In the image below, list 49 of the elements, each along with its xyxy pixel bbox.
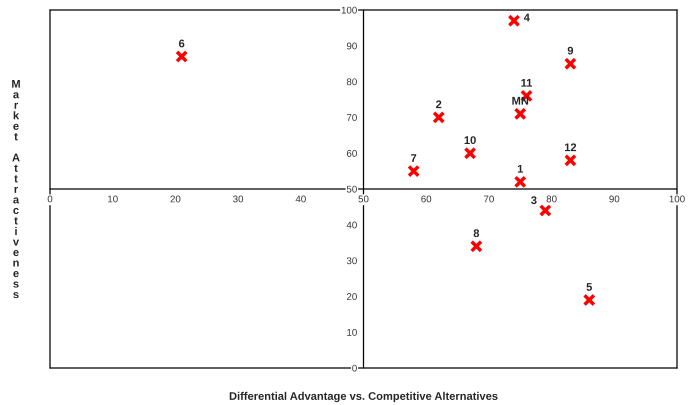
point <box>470 240 483 253</box>
annotation: 8 <box>474 229 480 238</box>
annotation: 10 <box>464 136 476 144</box>
point <box>464 146 476 160</box>
y-tick-label: 50 <box>346 186 357 193</box>
x-tick-label: 70 <box>484 196 494 202</box>
point <box>514 107 527 120</box>
y-tick-label: 60 <box>346 150 357 157</box>
annotation: 11 <box>521 79 532 87</box>
annotation: 5 <box>586 283 592 291</box>
x-tick-label: 10 <box>108 196 118 202</box>
point <box>407 164 420 178</box>
x-tick-label: 90 <box>609 196 620 202</box>
x-tick-label: 0 <box>48 196 52 202</box>
annotation: 1 <box>518 164 524 173</box>
point <box>175 50 188 63</box>
annotation: 3 <box>531 196 537 204</box>
y-tick-label: 20 <box>346 293 357 300</box>
x-tick-label: 80 <box>546 196 557 202</box>
x-tick-label: 20 <box>170 196 180 202</box>
x-tick-label: 40 <box>296 196 306 202</box>
y-tick-label: 10 <box>347 328 357 336</box>
point <box>564 57 577 70</box>
y-tick-label: 40 <box>346 222 357 228</box>
point <box>432 111 446 124</box>
y-tick-label: 100 <box>342 6 357 14</box>
point <box>564 154 577 167</box>
annotation: 7 <box>411 154 416 162</box>
y-tick-label: 80 <box>346 78 357 86</box>
annotation: MN <box>512 96 528 105</box>
annotation: 6 <box>178 40 184 48</box>
point <box>508 14 520 28</box>
point <box>538 204 552 217</box>
x-tick-label: 30 <box>233 196 244 202</box>
y-tick-label: 0 <box>352 364 357 372</box>
y-tick-label: 90 <box>346 42 357 50</box>
point <box>582 294 596 306</box>
annotation: 12 <box>564 143 576 152</box>
annotation: 4 <box>524 14 530 22</box>
x-tick-label: 50 <box>358 196 369 202</box>
point <box>514 175 527 188</box>
y-tick-label: 30 <box>346 257 357 264</box>
text: Market Attractiveness <box>12 80 20 298</box>
x-tick-label: 60 <box>421 196 432 202</box>
x-tick-label: 100 <box>670 196 685 202</box>
annotation: 9 <box>568 46 574 55</box>
annotation: 2 <box>436 100 442 108</box>
x-axis-title: Differential Advantage vs. Competitive Alternatives <box>230 392 498 402</box>
y-tick-label: 70 <box>346 114 357 122</box>
